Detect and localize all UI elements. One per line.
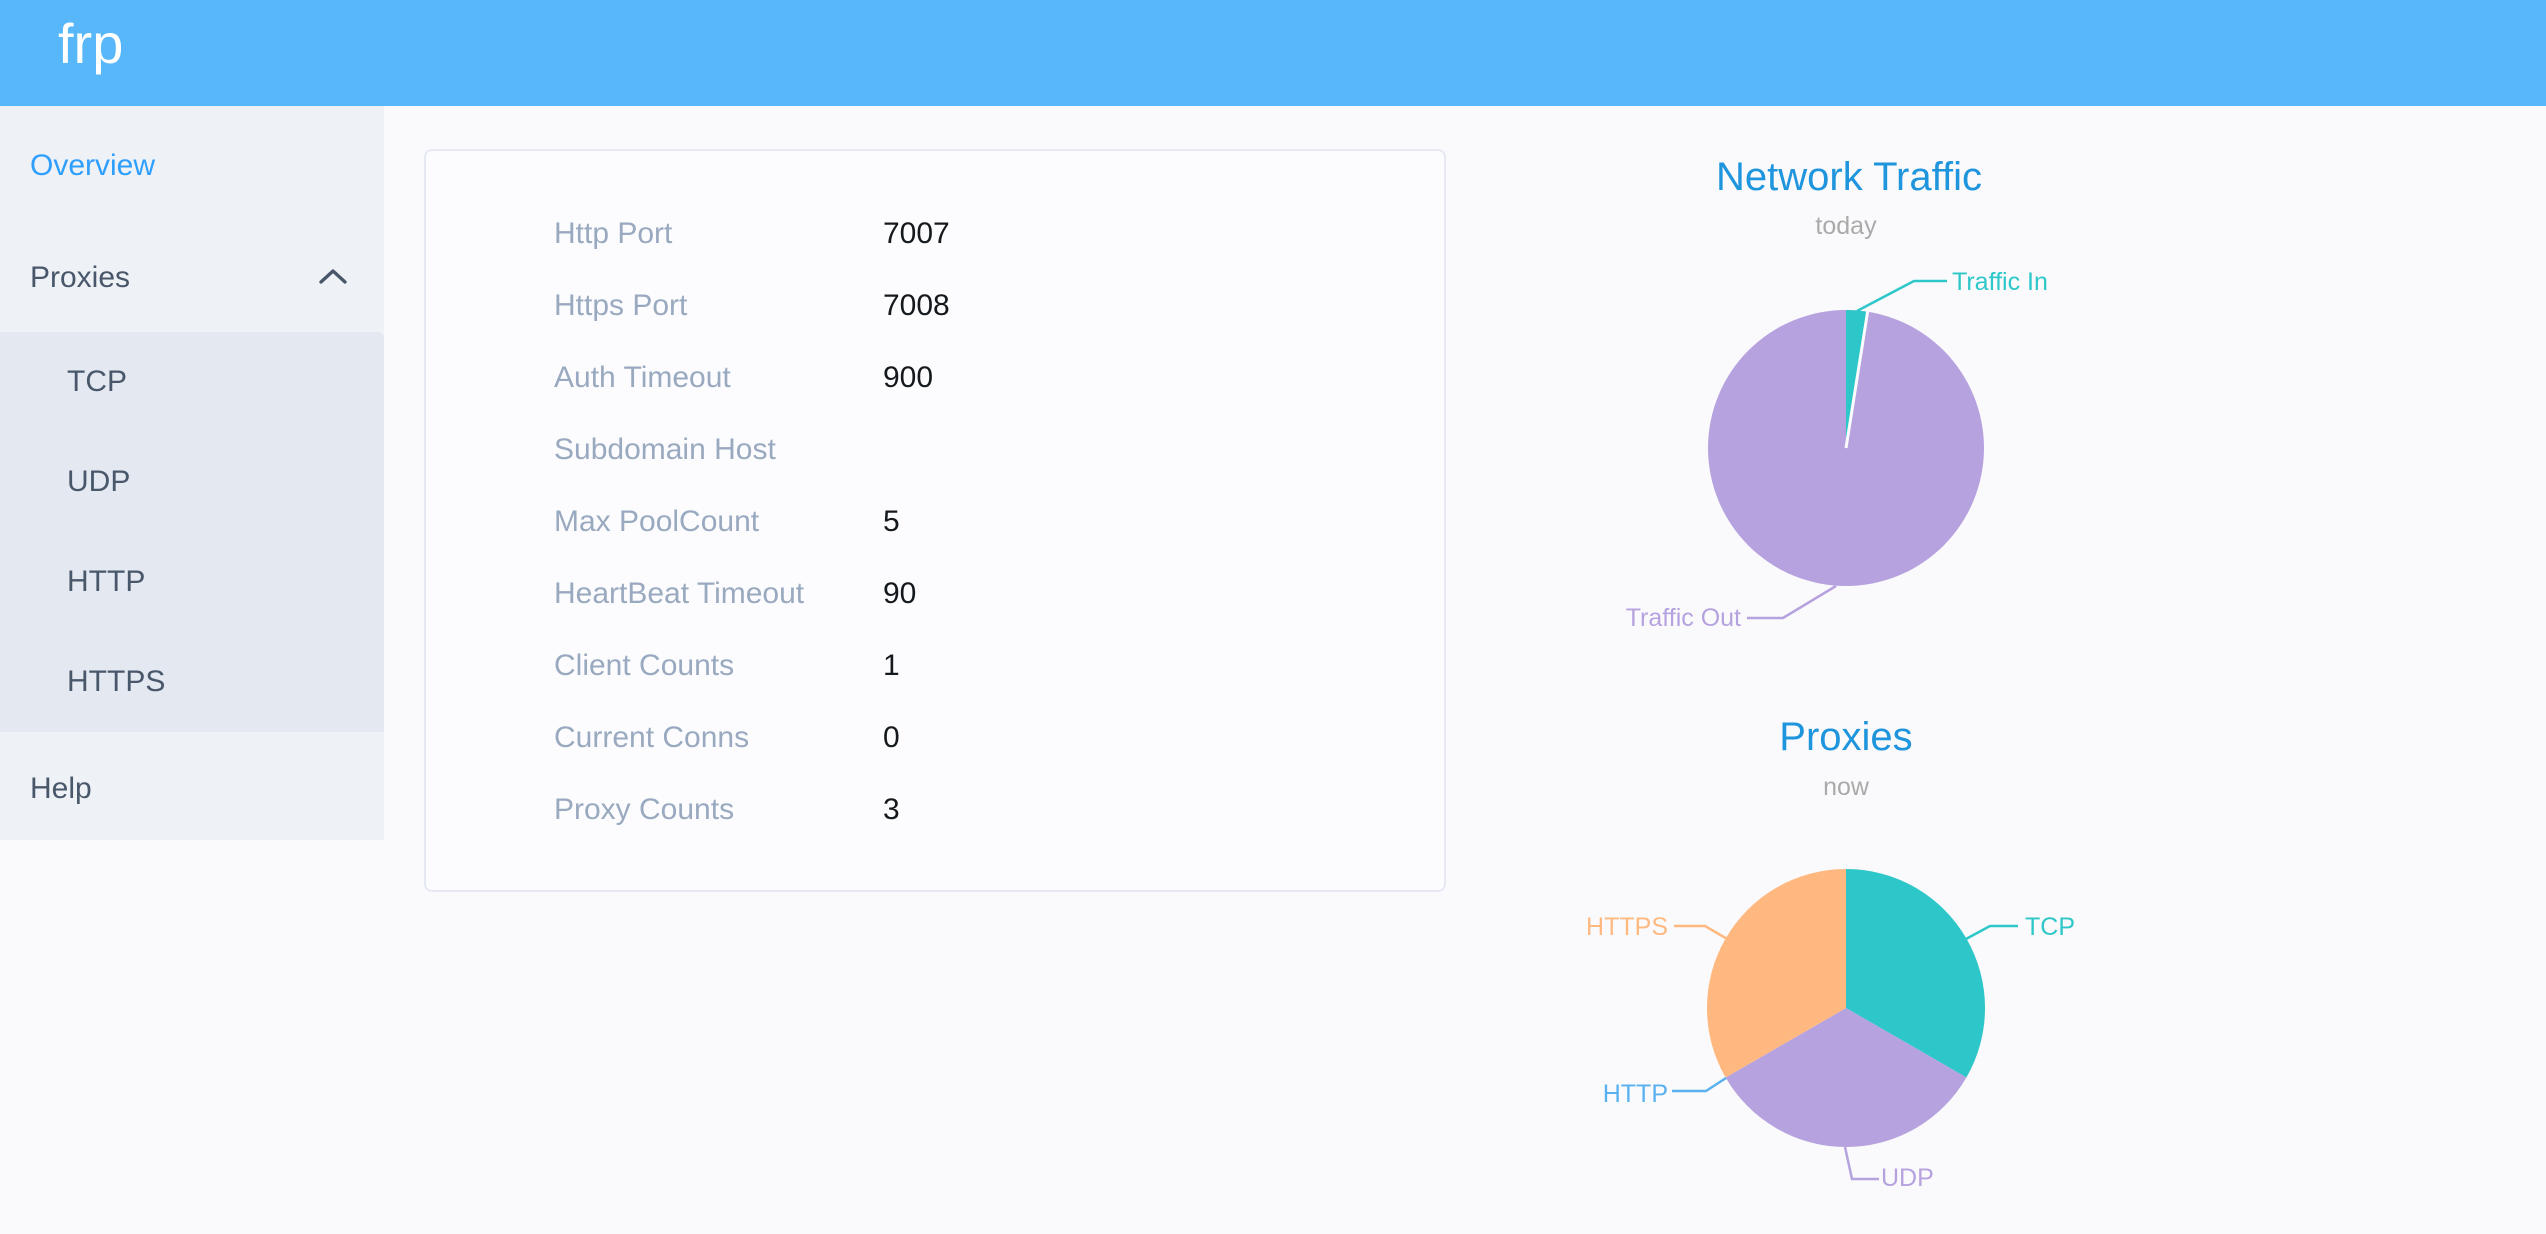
svg-text:today: today — [1815, 212, 1877, 240]
svg-text:TCP: TCP — [2025, 913, 2075, 941]
svg-text:now: now — [1823, 773, 1870, 801]
svg-text:Traffic In: Traffic In — [1952, 268, 2048, 296]
svg-text:Traffic Out: Traffic Out — [1626, 604, 1741, 632]
svg-text:HTTPS: HTTPS — [1586, 913, 1668, 941]
svg-text:HTTP: HTTP — [1603, 1080, 1668, 1108]
svg-text:UDP: UDP — [1881, 1164, 1934, 1192]
svg-text:Network Traffic: Network Traffic — [1716, 155, 1982, 199]
svg-text:Proxies: Proxies — [1779, 715, 1912, 759]
